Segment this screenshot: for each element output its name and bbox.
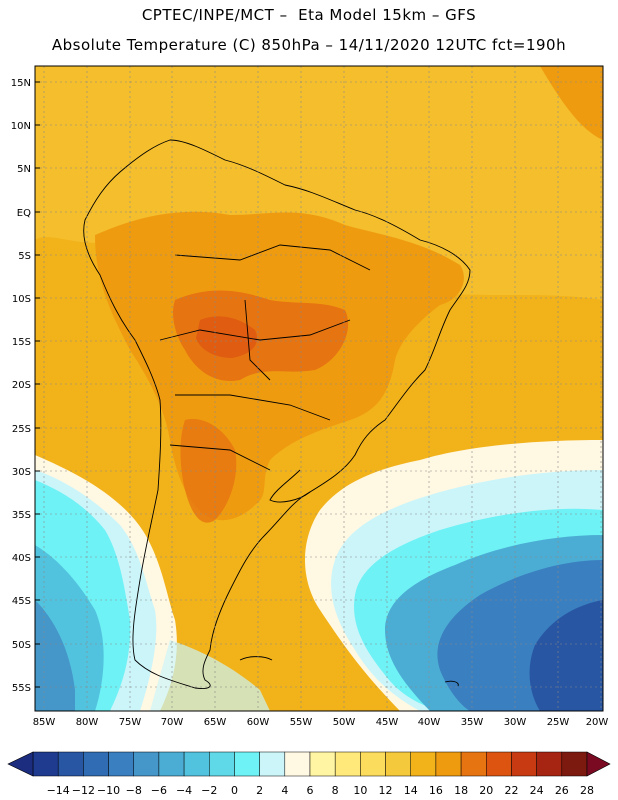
lon-label: 85W: [33, 717, 56, 728]
lat-label: 15N: [11, 78, 31, 89]
legend-color-cell: [334, 751, 361, 777]
legend-label: −6: [151, 784, 167, 797]
legend-label: 10: [353, 784, 367, 797]
lat-label: 35S: [12, 510, 31, 521]
lon-label: 35W: [461, 717, 484, 728]
legend-color-cell: [360, 751, 386, 777]
legend-label: 4: [281, 784, 288, 797]
legend-color-cell: [561, 751, 588, 777]
legend-color-cell: [108, 751, 134, 777]
legend-label: −12: [72, 784, 95, 797]
legend-color-cell: [32, 751, 59, 777]
lat-label: 15S: [12, 337, 31, 348]
lon-label: 20W: [586, 717, 609, 728]
lon-label: 75W: [119, 717, 142, 728]
lat-label: EQ: [17, 208, 31, 219]
color-legend: −14 −12 −10 −8 −6 −4 −2 0 2 4 6 8 10 12 14 16 18 20 22 24 26…: [7, 751, 611, 797]
legend-label: −14: [47, 784, 70, 797]
legend-label: 22: [504, 784, 518, 797]
legend-label: 24: [530, 784, 544, 797]
lon-label: 40W: [418, 717, 441, 728]
lon-label: 30W: [504, 717, 527, 728]
lat-label: 40S: [12, 553, 31, 564]
legend-color-cell: [183, 751, 210, 777]
lat-label: 55S: [12, 683, 31, 694]
legend-color-cell: [309, 751, 336, 777]
legend-color-cell: [83, 751, 109, 777]
legend-color-cell: [133, 751, 160, 777]
legend-color-cell: [57, 751, 84, 777]
legend-color-cell: [284, 751, 311, 777]
lon-label: 25W: [547, 717, 570, 728]
lon-label: 80W: [76, 717, 99, 728]
lat-label: 25S: [12, 424, 31, 435]
legend-label: 6: [307, 784, 314, 797]
lat-tick-marks: [35, 81, 40, 688]
legend-label: 12: [379, 784, 393, 797]
legend-label: 14: [404, 784, 418, 797]
legend-color-cell: [385, 751, 411, 777]
map-title-line-2: Absolute Temperature (C) 850hPa – 14/11/…: [51, 36, 567, 54]
legend-color-cell: [158, 751, 185, 777]
color-legend-cells: [32, 751, 588, 777]
lat-label: 20S: [12, 380, 31, 391]
legend-label: 18: [454, 784, 468, 797]
legend-color-cell: [209, 751, 235, 777]
lat-label: 30S: [12, 467, 31, 478]
lon-label: 55W: [290, 717, 313, 728]
lat-label: 45S: [12, 596, 31, 607]
lon-labels: 85W 80W 75W 70W 65W 60W 55W 50W 45W 40W …: [33, 717, 609, 728]
lat-label: 10N: [11, 121, 31, 132]
legend-label: −10: [97, 784, 120, 797]
legend-low-arrow: [7, 751, 34, 777]
legend-label: 26: [555, 784, 569, 797]
color-legend-labels: −14 −12 −10 −8 −6 −4 −2 0 2 4 6 8 10 12 14 16 18 20 22 24 26…: [47, 784, 594, 797]
legend-label: 2: [256, 784, 263, 797]
lat-label: 5S: [18, 251, 31, 262]
legend-label: 28: [580, 784, 594, 797]
legend-label: −2: [201, 784, 217, 797]
legend-label: 20: [479, 784, 493, 797]
legend-color-cell: [435, 751, 462, 777]
legend-color-cell: [234, 751, 260, 777]
legend-color-cell: [536, 751, 563, 777]
lon-label: 60W: [247, 717, 270, 728]
lon-label: 70W: [161, 717, 184, 728]
lon-label: 45W: [376, 717, 399, 728]
temperature-field: [35, 66, 603, 711]
lat-label: 10S: [12, 294, 31, 305]
legend-label: 0: [231, 784, 238, 797]
lon-label: 50W: [333, 717, 356, 728]
temperature-map: 15N 10N 5N EQ 5S 10S 15S 20S 25S 30S 35S…: [11, 65, 609, 728]
lat-labels: 15N 10N 5N EQ 5S 10S 15S 20S 25S 30S 35S…: [11, 78, 31, 694]
legend-color-cell: [486, 751, 512, 777]
legend-color-cell: [511, 751, 537, 777]
map-title-line-1: CPTEC/INPE/MCT – Eta Model 15km – GFS: [141, 6, 477, 24]
legend-color-cell: [259, 751, 286, 777]
legend-label: 8: [332, 784, 339, 797]
legend-label: 16: [429, 784, 443, 797]
lat-label: 50S: [12, 640, 31, 651]
legend-label: −8: [126, 784, 142, 797]
map-frame: [34, 65, 604, 712]
legend-high-arrow: [586, 751, 611, 777]
legend-label: −4: [176, 784, 192, 797]
lon-label: 65W: [204, 717, 227, 728]
lat-label: 5N: [17, 164, 31, 175]
legend-color-cell: [460, 751, 487, 777]
legend-color-cell: [410, 751, 437, 777]
